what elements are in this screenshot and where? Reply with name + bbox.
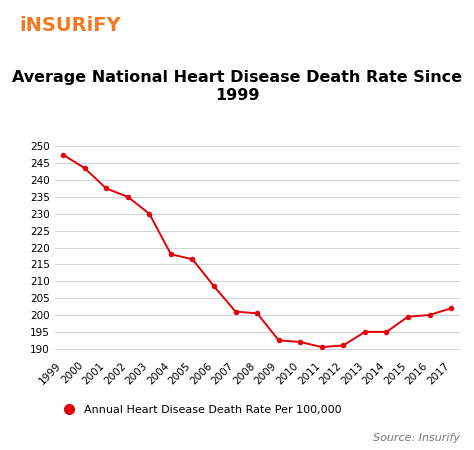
Legend: Annual Heart Disease Death Rate Per 100,000: Annual Heart Disease Death Rate Per 100,…: [53, 401, 346, 420]
Text: Average National Heart Disease Death Rate Since
1999: Average National Heart Disease Death Rat…: [12, 70, 462, 104]
Text: iNSURiFY: iNSURiFY: [19, 16, 120, 35]
Text: Source: Insurify: Source: Insurify: [373, 433, 460, 443]
